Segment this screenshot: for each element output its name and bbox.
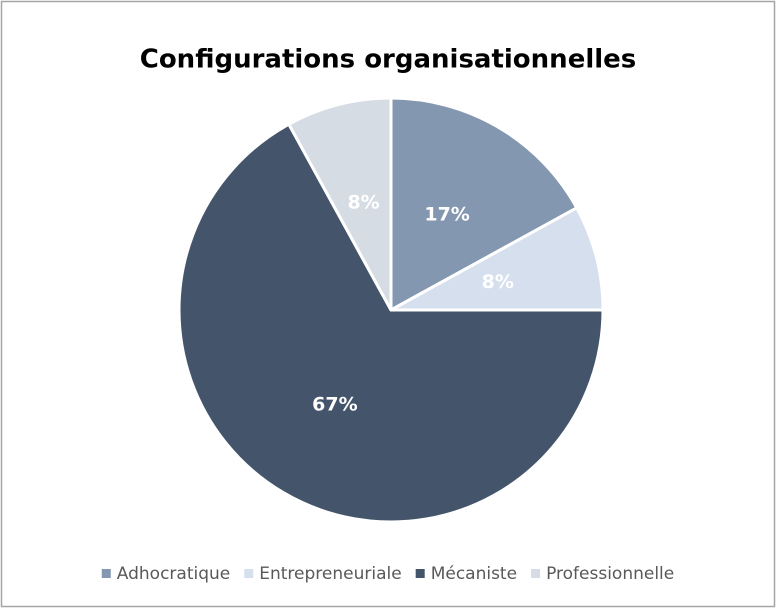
- data-label: 67%: [312, 393, 357, 415]
- data-label: 8%: [347, 192, 379, 214]
- pie-slice: [286, 96, 393, 311]
- data-label: 8%: [482, 271, 514, 293]
- pie-slice: [390, 205, 605, 312]
- pie-slice: [177, 122, 605, 524]
- legend-swatch: [244, 569, 254, 578]
- legend-label: Mécaniste: [431, 564, 517, 584]
- data-label: 17%: [424, 204, 469, 226]
- legend-swatch: [531, 569, 541, 578]
- legend-label: Professionnelle: [546, 564, 674, 584]
- legend-swatch: [415, 569, 425, 578]
- legend-swatch: [101, 569, 111, 578]
- legend-label: Adhocratique: [117, 564, 230, 584]
- legend-label: Entrepreneuriale: [259, 564, 401, 584]
- pie-slice: [389, 96, 579, 313]
- chart-title: Configurations organisationnelles: [140, 45, 637, 75]
